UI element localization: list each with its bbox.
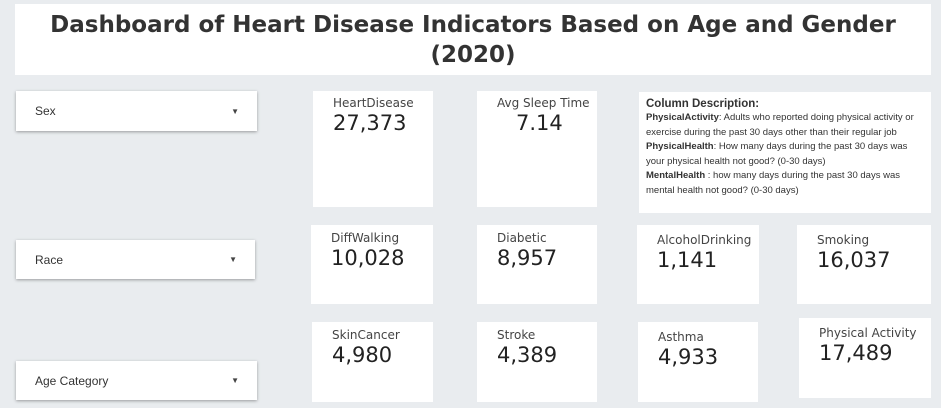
diff-walking-label: DiffWalking [331, 231, 400, 245]
asthma-card: Asthma 4,933 [638, 322, 758, 402]
skin-cancer-card: SkinCancer 4,980 [312, 322, 433, 402]
caret-down-icon: ▼ [231, 376, 239, 385]
caret-down-icon: ▼ [231, 106, 239, 116]
heart-disease-card: HeartDisease 27,373 [313, 91, 433, 207]
asthma-label: Asthma [658, 330, 704, 344]
description-text: : How many days during the past 30 days … [646, 141, 908, 167]
alcohol-drinking-value: 1,141 [657, 248, 718, 272]
alcohol-drinking-card: AlcoholDrinking 1,141 [637, 225, 759, 304]
smoking-value: 16,037 [817, 248, 891, 272]
caret-down-icon: ▼ [229, 255, 237, 264]
description-item: MentalHealth : how many days during the … [646, 169, 925, 198]
title-panel: Dashboard of Heart Disease Indicators Ba… [15, 4, 931, 75]
sleep-time-label: Avg Sleep Time [497, 96, 590, 110]
sleep-time-card: Avg Sleep Time 7.14 [477, 91, 597, 207]
description-item: PhysicalHealth: How many days during the… [646, 140, 925, 169]
physical-activity-label: Physical Activity [819, 326, 917, 340]
diabetic-value: 8,957 [497, 246, 558, 270]
sleep-time-value: 7.14 [516, 111, 563, 135]
description-item: PhysicalActivity: Adults who reported do… [646, 111, 925, 140]
description-text: : how many days during the past 30 days … [646, 170, 900, 196]
page-title: Dashboard of Heart Disease Indicators Ba… [50, 11, 896, 68]
sex-dropdown-label: Sex [35, 104, 56, 118]
physical-activity-card: Physical Activity 17,489 [799, 318, 931, 398]
column-description-panel: Column Description: PhysicalActivity: Ad… [639, 92, 931, 213]
description-term: PhysicalActivity [646, 112, 719, 123]
asthma-value: 4,933 [658, 345, 719, 369]
skin-cancer-value: 4,980 [332, 343, 393, 367]
physical-activity-value: 17,489 [819, 341, 893, 365]
description-text: : Adults who reported doing physical act… [646, 112, 914, 138]
smoking-card: Smoking 16,037 [797, 225, 931, 304]
diff-walking-value: 10,028 [331, 246, 405, 270]
stroke-card: Stroke 4,389 [477, 322, 597, 402]
diff-walking-card: DiffWalking 10,028 [311, 225, 433, 304]
age-category-dropdown[interactable]: Age Category ▼ [16, 361, 257, 400]
heart-disease-label: HeartDisease [333, 96, 414, 110]
diabetic-label: Diabetic [497, 231, 547, 245]
race-dropdown-label: Race [35, 252, 64, 267]
heart-disease-value: 27,373 [333, 111, 407, 135]
stroke-label: Stroke [497, 328, 536, 342]
stroke-value: 4,389 [497, 343, 558, 367]
race-dropdown[interactable]: Race ▼ [16, 240, 255, 279]
column-description-heading: Column Description: [646, 98, 760, 110]
skin-cancer-label: SkinCancer [332, 328, 400, 342]
alcohol-drinking-label: AlcoholDrinking [657, 233, 752, 247]
description-term: PhysicalHealth [646, 141, 714, 152]
sex-dropdown[interactable]: Sex ▼ [16, 91, 257, 131]
diabetic-card: Diabetic 8,957 [477, 225, 597, 304]
age-category-dropdown-label: Age Category [35, 373, 109, 388]
description-term: MentalHealth [646, 170, 706, 181]
smoking-label: Smoking [817, 233, 870, 247]
